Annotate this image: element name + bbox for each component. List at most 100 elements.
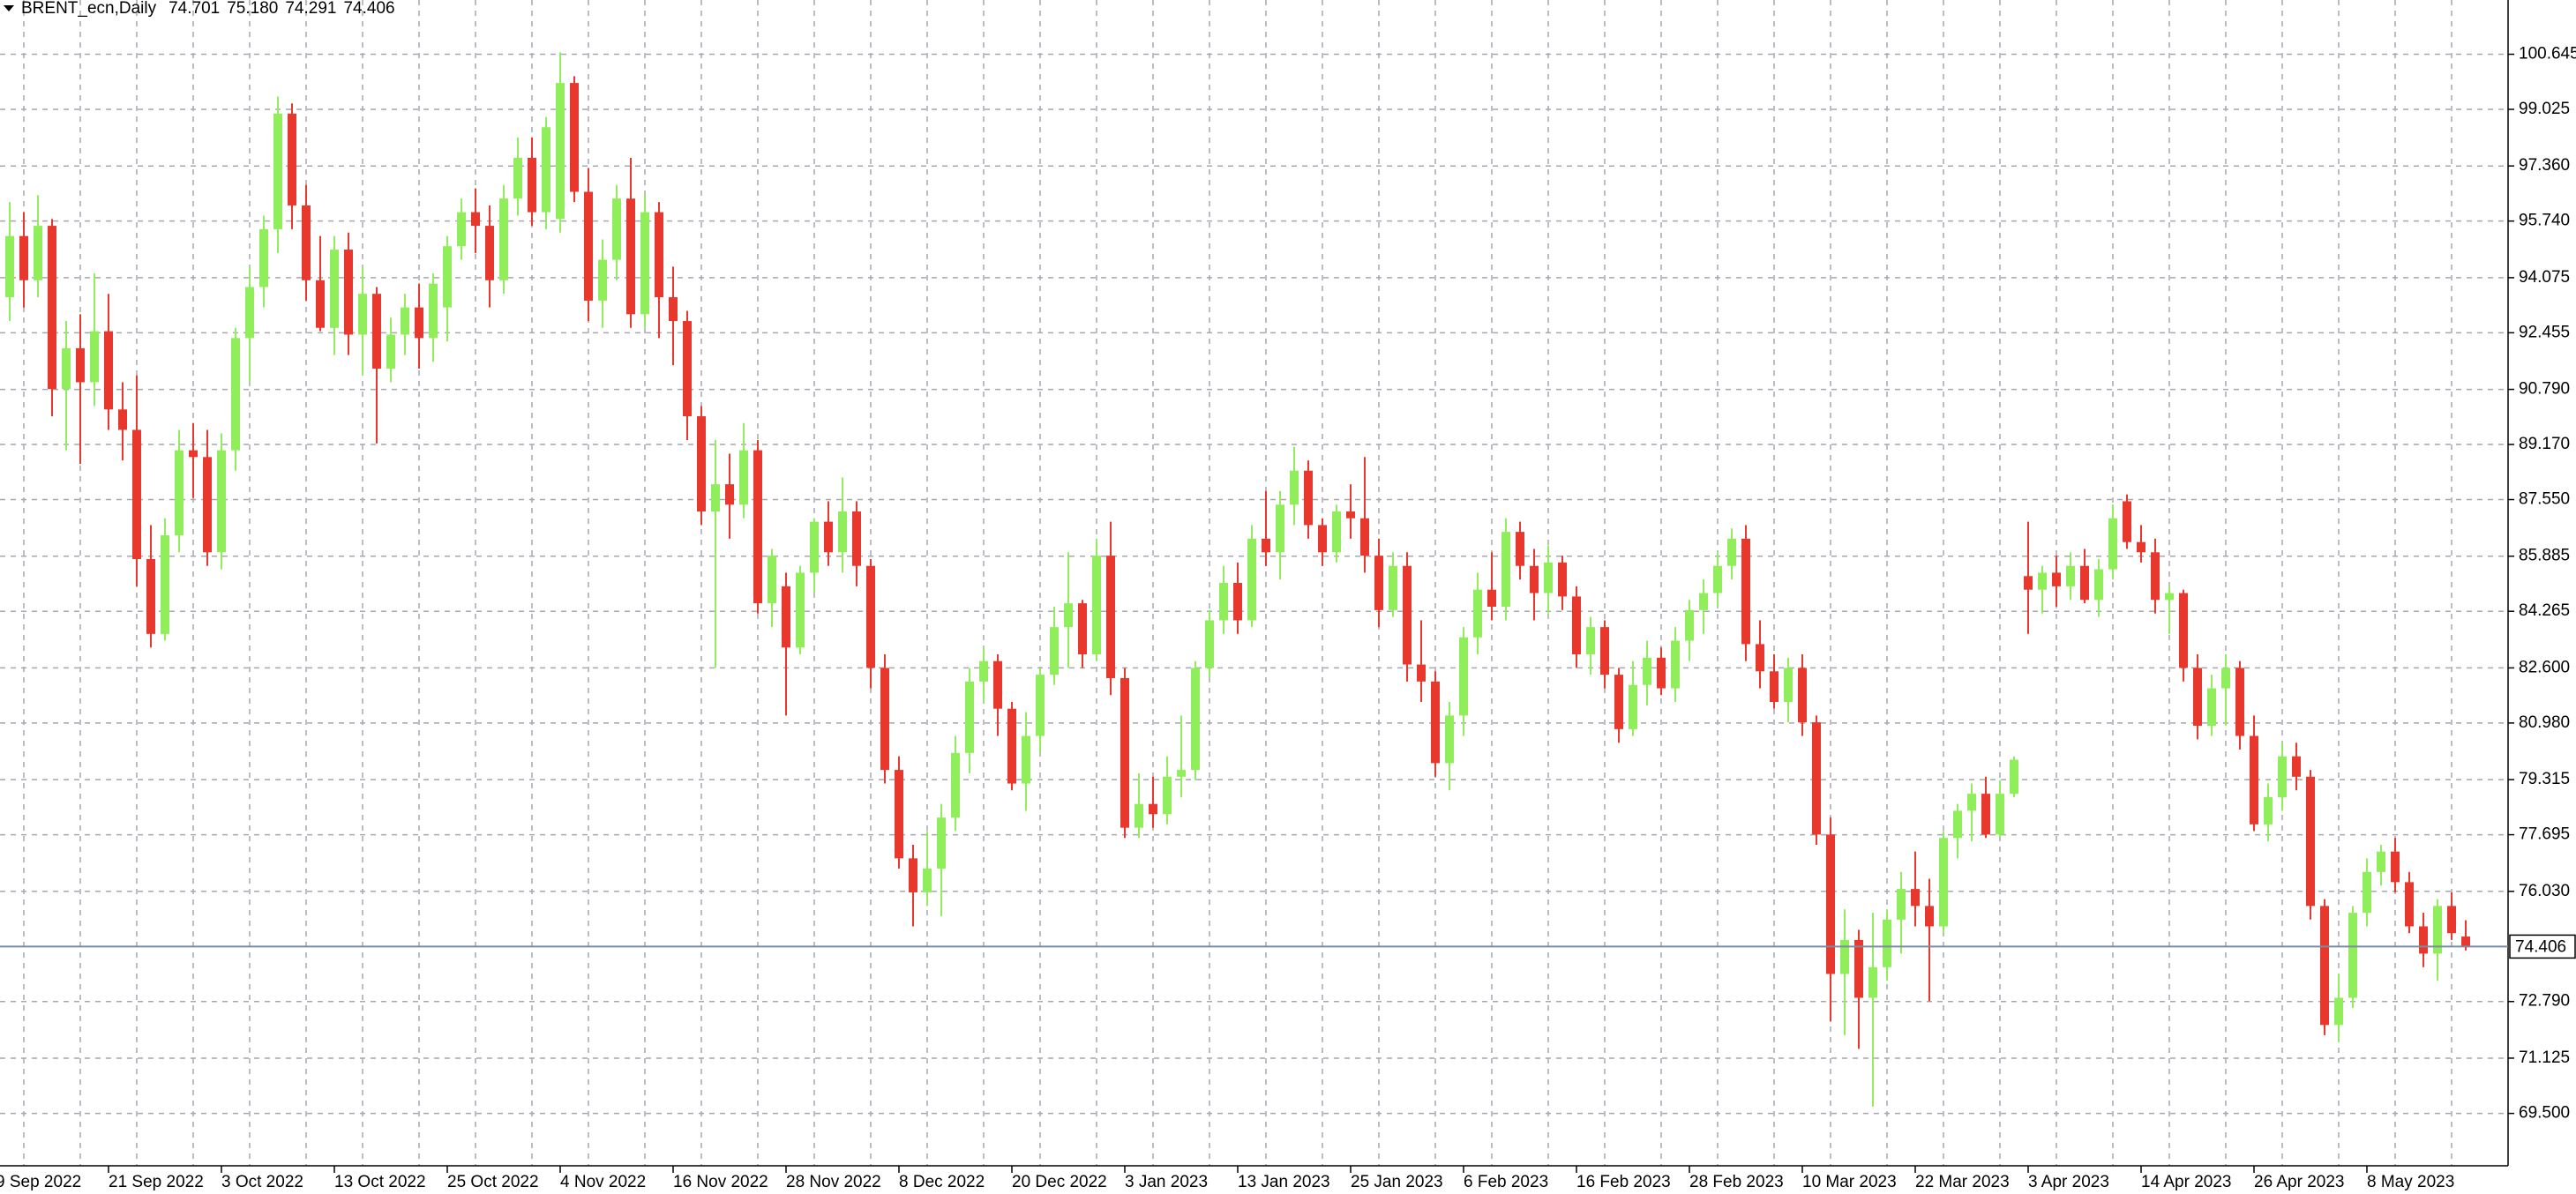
y-tick-label: 82.600: [2519, 658, 2570, 676]
candle-body: [1092, 556, 1101, 654]
candle-body: [344, 250, 353, 335]
candles: [5, 52, 2470, 1107]
candle-body: [1671, 640, 1680, 689]
candle-body: [725, 484, 734, 505]
x-tick-label: 13 Jan 2023: [1238, 1173, 1330, 1191]
candle-body: [513, 157, 522, 199]
candle-body: [1883, 919, 1891, 967]
candle-body: [1784, 668, 1793, 702]
candle-body: [1247, 538, 1256, 621]
candle-body: [1290, 470, 1299, 505]
y-tick-label: 77.695: [2519, 825, 2570, 844]
candle-body: [2193, 668, 2202, 726]
x-tick-label: 8 Dec 2022: [899, 1173, 985, 1191]
close-value: 74.406: [343, 0, 394, 18]
candle-body: [104, 331, 113, 410]
candle-body: [62, 347, 71, 390]
candle-body: [711, 484, 720, 512]
candle-body: [753, 450, 762, 604]
candle-body: [1318, 525, 1327, 553]
candle-body: [1826, 834, 1835, 974]
candle-body: [1149, 803, 1157, 815]
candle-body: [2405, 882, 2414, 927]
candle-body: [1911, 889, 1920, 907]
candle-body: [810, 521, 819, 573]
candle-body: [2094, 569, 2103, 601]
candle-body: [2010, 759, 2018, 795]
candle-body: [76, 347, 85, 383]
candle-body: [330, 250, 339, 328]
candle-body: [1374, 556, 1383, 610]
x-tick-label: 21 Sep 2022: [109, 1173, 204, 1191]
candle-body: [2221, 668, 2230, 689]
candle-body: [1812, 722, 1821, 835]
candle-body: [1106, 556, 1115, 678]
y-tick-label: 76.030: [2519, 882, 2570, 900]
candle-body: [175, 450, 183, 536]
candle-body: [2123, 501, 2131, 542]
candle-body: [429, 283, 438, 339]
candle-body: [1276, 504, 1284, 553]
candle-body: [2363, 871, 2371, 914]
candle-body: [598, 259, 607, 301]
candle-body: [386, 334, 395, 369]
low-value: 74.291: [285, 0, 336, 18]
candle-body: [1614, 675, 1623, 729]
candle-body: [2306, 776, 2315, 907]
candle-body: [626, 198, 635, 315]
candle-body: [1996, 794, 2004, 835]
y-tick-label: 95.740: [2519, 212, 2570, 230]
candle-body: [1007, 708, 1016, 784]
candle-body: [1854, 939, 1863, 998]
y-tick-label: 85.885: [2519, 547, 2570, 565]
candle-body: [316, 280, 325, 328]
candle-body: [1756, 644, 1764, 672]
candle-body: [1586, 627, 1595, 654]
candle-body: [1544, 562, 1553, 593]
y-tick-label: 84.265: [2519, 601, 2570, 620]
candle-body: [1177, 770, 1186, 777]
candle-body: [1600, 627, 1609, 675]
candle-body: [1897, 889, 1906, 920]
candle-body: [2461, 937, 2470, 947]
candle-body: [768, 556, 776, 604]
candle-body: [415, 307, 423, 339]
candle-body: [852, 511, 861, 566]
candle-body: [1981, 794, 1990, 835]
candle-body: [2391, 851, 2400, 883]
x-tick-label: 3 Jan 2023: [1125, 1173, 1208, 1191]
candle-body: [19, 235, 28, 280]
candle-body: [161, 535, 169, 634]
candle-body: [782, 586, 790, 648]
candle-body: [358, 294, 367, 335]
x-tick-label: 22 Mar 2023: [1915, 1173, 2010, 1191]
candle-body: [1163, 776, 1172, 815]
candle-body: [1572, 596, 1581, 654]
candle-body: [2348, 913, 2357, 998]
x-tick-label: 20 Dec 2022: [1012, 1173, 1107, 1191]
candle-body: [1360, 518, 1369, 556]
candle-body: [1191, 668, 1200, 771]
x-tick-label: 6 Feb 2023: [1464, 1173, 1548, 1191]
candle-body: [1643, 657, 1651, 685]
candle-body: [1699, 593, 1708, 610]
candle-body: [1798, 668, 1807, 723]
x-tick-label: 10 Mar 2023: [1802, 1173, 1897, 1191]
candle-body: [570, 83, 579, 192]
candle-body: [1064, 603, 1073, 628]
price-label-box: [2509, 934, 2576, 959]
candle-body: [203, 457, 212, 553]
candle-body: [1741, 538, 1750, 645]
candle-body: [880, 668, 889, 771]
candle-body: [146, 559, 155, 634]
y-tick-label: 89.170: [2519, 435, 2570, 453]
candle-body: [612, 198, 621, 260]
candle-body: [1431, 681, 1440, 764]
candle-body: [1050, 627, 1059, 675]
candle-body: [302, 205, 311, 280]
candle-body: [1727, 538, 1736, 566]
x-tick-label: 8 May 2023: [2367, 1173, 2454, 1191]
x-tick-label: 13 Oct 2022: [334, 1173, 426, 1191]
y-tick-label: 69.500: [2519, 1104, 2570, 1123]
